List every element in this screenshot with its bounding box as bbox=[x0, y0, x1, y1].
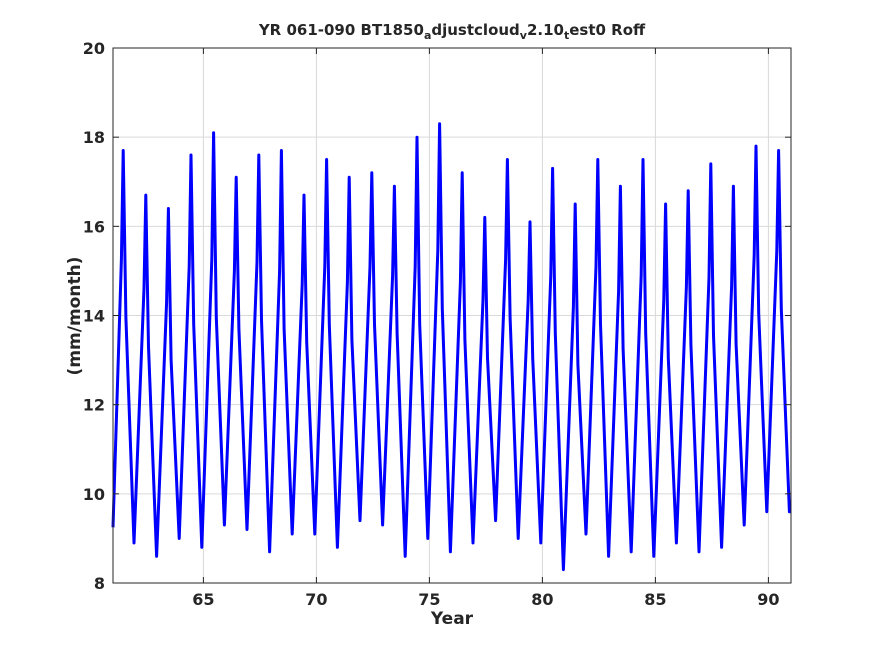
x-tick-label: 80 bbox=[531, 590, 553, 609]
y-tick-label: 10 bbox=[83, 485, 105, 504]
y-tick-label: 14 bbox=[83, 307, 105, 326]
title-part: YR 061-090 BT1850 bbox=[258, 21, 424, 39]
chart-title: YR 061-090 BT1850adjustcloudv2.10test0 R… bbox=[258, 21, 646, 42]
y-tick-label: 20 bbox=[83, 39, 105, 58]
y-tick-label: 18 bbox=[83, 128, 105, 147]
x-tick-label: 70 bbox=[305, 590, 327, 609]
x-tick-label: 90 bbox=[757, 590, 779, 609]
y-tick-label: 12 bbox=[83, 396, 105, 415]
y-tick-label: 16 bbox=[83, 217, 105, 236]
title-part: est0 Roff bbox=[569, 21, 646, 39]
y-axis-label: (mm/month) bbox=[65, 257, 85, 376]
x-tick-label: 65 bbox=[192, 590, 214, 609]
x-tick-label: 85 bbox=[644, 590, 666, 609]
y-tick-label: 8 bbox=[94, 574, 105, 593]
title-part: 2.10 bbox=[527, 21, 564, 39]
title-part: a bbox=[424, 29, 431, 42]
x-axis-label: Year bbox=[430, 609, 474, 629]
title-part: djustcloud bbox=[431, 21, 519, 39]
x-tick-label: 75 bbox=[418, 590, 440, 609]
